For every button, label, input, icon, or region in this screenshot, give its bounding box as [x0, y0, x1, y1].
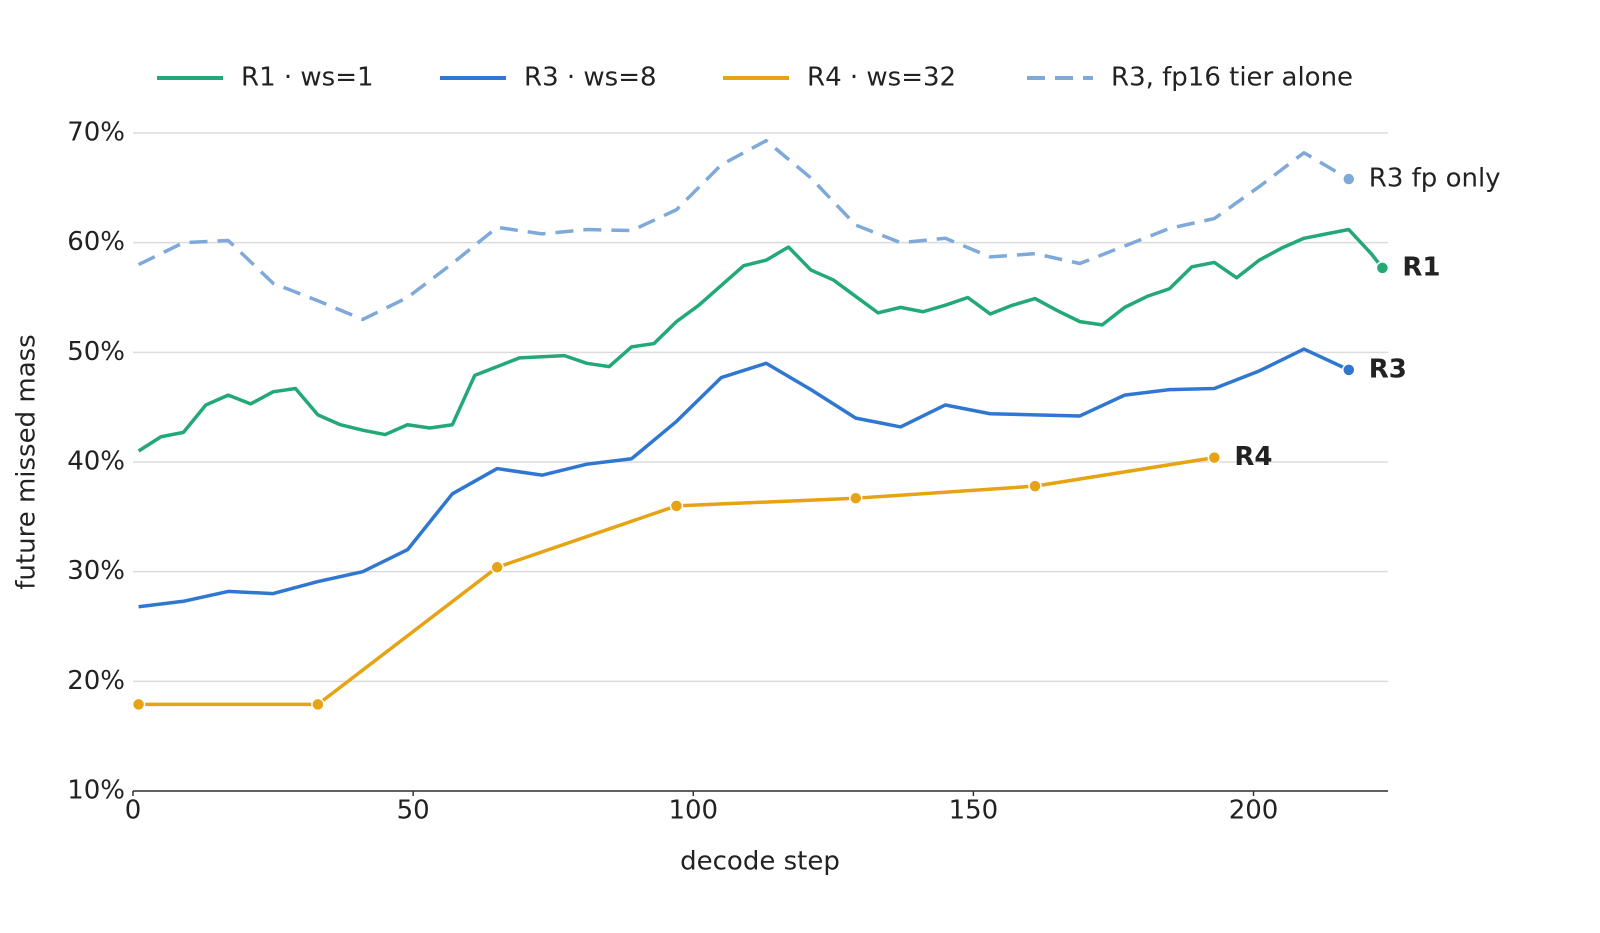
x-tick-label: 100 [668, 796, 718, 826]
point [311, 697, 325, 712]
y-tick-label: 50% [67, 337, 125, 367]
point [1342, 172, 1356, 186]
end-label: R3 fp only [1369, 164, 1501, 194]
y-tick-label: 20% [67, 666, 125, 696]
x-tick-label: 200 [1229, 796, 1279, 826]
end-label: R1 [1402, 252, 1440, 282]
point [669, 499, 684, 513]
legend-label: R3, fp16 tier alone [1111, 63, 1353, 93]
y-tick-label: 10% [67, 776, 125, 806]
point [1342, 363, 1356, 377]
x-tick-label: 0 [125, 796, 142, 826]
series-line [138, 347, 1350, 609]
end-label: R4 [1234, 442, 1272, 472]
legend-label: R3 · ws=8 [524, 63, 657, 93]
y-tick-label: 40% [67, 447, 125, 477]
point [1375, 261, 1390, 275]
point [131, 697, 146, 712]
y-tick-label: 60% [67, 227, 125, 257]
point [490, 560, 504, 575]
series-line [137, 227, 1384, 453]
point [1028, 479, 1042, 493]
y-axis-label: future missed mass [12, 334, 42, 589]
x-tick-label: 150 [949, 796, 999, 826]
series-line [137, 138, 1350, 322]
legend-label: R1 · ws=1 [241, 63, 374, 93]
y-tick-label: 70% [67, 118, 125, 148]
x-axis-label: decode step [680, 847, 840, 877]
legend-label: R4 · ws=32 [807, 63, 956, 93]
series-line [138, 455, 1215, 707]
point [848, 491, 863, 505]
point [1207, 450, 1222, 465]
end-label: R3 [1369, 354, 1407, 384]
x-tick-label: 50 [397, 796, 430, 826]
y-tick-label: 30% [67, 556, 125, 586]
